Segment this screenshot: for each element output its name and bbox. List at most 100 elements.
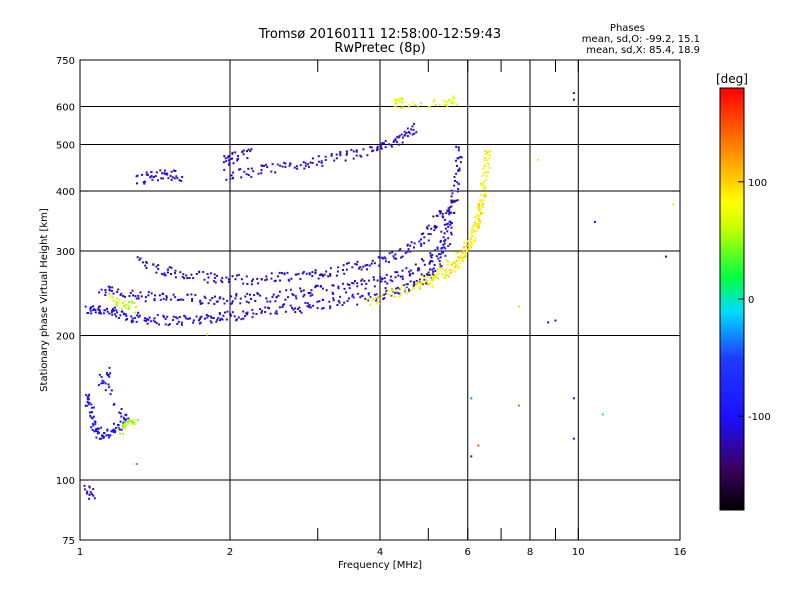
- data-point: [398, 295, 401, 298]
- data-point: [413, 282, 416, 285]
- data-point: [124, 295, 126, 298]
- data-point: [367, 299, 369, 302]
- data-point: [174, 316, 177, 319]
- data-point: [421, 233, 423, 236]
- data-point: [138, 314, 141, 317]
- data-point: [401, 98, 403, 101]
- data-point: [147, 173, 149, 176]
- data-point: [260, 172, 263, 175]
- data-point: [190, 293, 193, 296]
- data-point: [145, 173, 148, 176]
- data-point: [87, 395, 90, 398]
- data-point: [420, 273, 423, 276]
- x-tick-label: 16: [674, 547, 687, 558]
- data-point: [97, 430, 99, 433]
- data-point: [237, 316, 240, 319]
- data-point: [355, 149, 358, 152]
- data-point: [145, 261, 148, 264]
- data-point: [122, 421, 125, 424]
- data-point: [299, 287, 302, 290]
- data-point: [484, 192, 487, 195]
- data-point: [452, 261, 454, 264]
- data-point: [401, 141, 404, 144]
- data-point: [182, 298, 185, 301]
- data-point: [665, 255, 667, 258]
- data-point: [450, 100, 453, 103]
- data-point: [304, 164, 307, 167]
- data-point: [441, 273, 444, 276]
- data-point: [452, 97, 455, 100]
- data-point: [413, 287, 416, 290]
- data-point: [206, 273, 209, 275]
- data-point: [324, 159, 327, 161]
- data-point: [457, 267, 460, 270]
- data-point: [233, 315, 236, 318]
- data-point: [257, 293, 260, 296]
- data-point: [332, 293, 335, 295]
- data-point: [90, 403, 93, 406]
- data-point: [239, 168, 242, 171]
- data-point: [397, 136, 400, 139]
- data-point: [137, 297, 140, 300]
- data-point: [229, 303, 232, 305]
- data-point: [457, 251, 459, 254]
- data-point: [430, 256, 433, 259]
- data-point: [345, 153, 348, 156]
- data-point: [192, 277, 195, 280]
- data-point: [289, 304, 292, 307]
- data-point: [244, 315, 247, 317]
- data-point: [242, 153, 245, 156]
- data-point: [92, 488, 95, 491]
- data-point: [439, 253, 442, 256]
- data-point: [153, 299, 156, 302]
- data-point: [317, 155, 320, 158]
- data-point: [433, 229, 436, 232]
- data-point: [444, 247, 447, 250]
- data-point: [274, 279, 277, 282]
- data-point: [106, 310, 109, 313]
- data-point: [237, 273, 240, 276]
- data-point: [106, 307, 109, 310]
- data-point: [246, 311, 249, 314]
- data-point: [186, 277, 189, 280]
- data-point: [112, 430, 115, 433]
- data-point: [441, 251, 443, 253]
- data-point: [260, 311, 263, 314]
- data-point: [369, 303, 372, 306]
- data-point: [189, 317, 191, 320]
- data-point: [290, 277, 293, 280]
- data-point: [211, 297, 214, 299]
- data-point: [484, 195, 487, 198]
- data-point: [406, 292, 409, 295]
- data-point: [97, 432, 100, 435]
- data-point: [264, 306, 267, 309]
- data-point: [84, 305, 87, 308]
- data-point: [239, 302, 242, 305]
- data-point: [237, 154, 240, 157]
- data-point: [404, 291, 406, 294]
- data-point: [478, 214, 481, 217]
- data-point: [98, 309, 101, 312]
- data-point: [86, 490, 89, 493]
- data-point: [408, 132, 411, 135]
- data-point: [384, 280, 387, 283]
- data-point: [194, 294, 197, 297]
- data-point: [457, 169, 460, 172]
- data-point: [130, 302, 133, 305]
- data-point: [345, 262, 348, 265]
- data-point: [124, 299, 127, 302]
- data-point: [245, 275, 248, 278]
- data-point: [438, 253, 440, 256]
- data-point: [474, 236, 477, 239]
- data-point: [220, 317, 223, 320]
- data-point: [146, 318, 148, 321]
- data-point: [483, 159, 486, 162]
- data-point: [463, 241, 466, 244]
- data-point: [393, 104, 396, 107]
- data-point: [157, 264, 160, 267]
- data-point: [397, 274, 400, 277]
- data-point: [473, 240, 476, 243]
- data-point: [174, 170, 177, 172]
- data-point: [147, 294, 150, 297]
